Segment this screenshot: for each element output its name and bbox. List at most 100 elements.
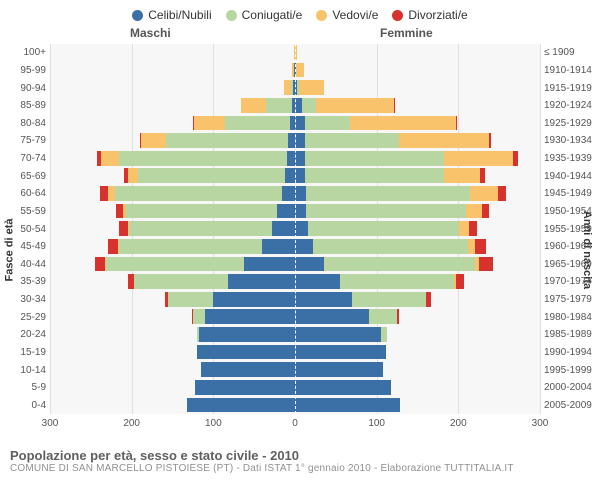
female-bar bbox=[295, 362, 540, 377]
age-row: 100+≤ 1909 bbox=[50, 44, 540, 62]
legend-label: Divorziati/e bbox=[408, 8, 467, 22]
bar-segment bbox=[119, 239, 262, 254]
bar-segment bbox=[101, 151, 119, 166]
bar-segment bbox=[299, 80, 324, 95]
bar-segment bbox=[482, 204, 489, 219]
bar-segment bbox=[340, 274, 454, 289]
female-bar bbox=[295, 309, 540, 324]
male-header: Maschi bbox=[130, 26, 171, 40]
bar-segment bbox=[306, 186, 469, 201]
x-tick-label: 0 bbox=[292, 418, 298, 429]
bar-segment bbox=[324, 257, 475, 272]
bar-segment bbox=[194, 116, 225, 131]
legend-item: Divorziati/e bbox=[392, 8, 467, 22]
bar-segment bbox=[295, 116, 305, 131]
birth-year-label: 1950-1954 bbox=[544, 206, 598, 217]
female-bar bbox=[295, 98, 540, 113]
bar-area bbox=[50, 344, 540, 362]
x-tick-label: 200 bbox=[123, 418, 140, 429]
bar-segment bbox=[285, 168, 295, 183]
bar-segment bbox=[295, 168, 305, 183]
bar-segment bbox=[295, 151, 305, 166]
bar-segment bbox=[295, 292, 352, 307]
bar-segment bbox=[475, 239, 486, 254]
legend-item: Vedovi/e bbox=[316, 8, 378, 22]
age-label: 30-34 bbox=[8, 294, 46, 305]
age-row: 75-791930-1934 bbox=[50, 132, 540, 150]
bar-segment bbox=[272, 221, 295, 236]
age-row: 55-591950-1954 bbox=[50, 203, 540, 221]
age-row: 45-491960-1964 bbox=[50, 238, 540, 256]
male-bar bbox=[50, 168, 295, 183]
bar-segment bbox=[444, 168, 481, 183]
gridline bbox=[540, 44, 541, 414]
birth-year-label: 1920-1924 bbox=[544, 100, 598, 111]
age-label: 70-74 bbox=[8, 153, 46, 164]
birth-year-label: 1925-1929 bbox=[544, 118, 598, 129]
bar-segment bbox=[295, 186, 306, 201]
female-header: Femmine bbox=[380, 26, 433, 40]
birth-year-label: 1910-1914 bbox=[544, 65, 598, 76]
birth-year-label: 1955-1959 bbox=[544, 224, 598, 235]
birth-year-label: 2005-2009 bbox=[544, 400, 598, 411]
bar-segment bbox=[426, 292, 431, 307]
bar-segment bbox=[295, 257, 324, 272]
bar-segment bbox=[399, 133, 489, 148]
bar-area bbox=[50, 62, 540, 80]
age-label: 5-9 bbox=[8, 382, 46, 393]
birth-year-label: 1945-1949 bbox=[544, 188, 598, 199]
bar-area bbox=[50, 256, 540, 274]
age-row: 95-991910-1914 bbox=[50, 62, 540, 80]
male-bar bbox=[50, 151, 295, 166]
bar-area bbox=[50, 97, 540, 115]
female-bar bbox=[295, 168, 540, 183]
age-label: 40-44 bbox=[8, 259, 46, 270]
female-bar bbox=[295, 327, 540, 342]
age-row: 80-841925-1929 bbox=[50, 115, 540, 133]
age-label: 60-64 bbox=[8, 188, 46, 199]
bar-segment bbox=[287, 151, 295, 166]
age-row: 5-92000-2004 bbox=[50, 379, 540, 397]
female-bar bbox=[295, 63, 540, 78]
female-bar bbox=[295, 80, 540, 95]
bar-segment bbox=[228, 274, 295, 289]
age-row: 15-191990-1994 bbox=[50, 344, 540, 362]
bar-segment bbox=[166, 133, 289, 148]
bar-segment bbox=[197, 345, 295, 360]
birth-year-label: 1960-1964 bbox=[544, 241, 598, 252]
bar-segment bbox=[498, 186, 506, 201]
male-bar bbox=[50, 380, 295, 395]
bar-segment bbox=[480, 168, 485, 183]
age-label: 75-79 bbox=[8, 135, 46, 146]
birth-year-label: 1935-1939 bbox=[544, 153, 598, 164]
age-row: 30-341975-1979 bbox=[50, 291, 540, 309]
bar-segment bbox=[305, 116, 350, 131]
bar-segment bbox=[456, 116, 458, 131]
age-row: 20-241985-1989 bbox=[50, 326, 540, 344]
bar-segment bbox=[138, 168, 285, 183]
female-bar bbox=[295, 204, 540, 219]
bar-segment bbox=[306, 204, 465, 219]
bar-segment bbox=[266, 98, 292, 113]
birth-year-label: 1940-1944 bbox=[544, 171, 598, 182]
birth-year-label: 1980-1984 bbox=[544, 312, 598, 323]
male-bar bbox=[50, 186, 295, 201]
male-bar bbox=[50, 309, 295, 324]
bar-segment bbox=[295, 380, 391, 395]
legend-swatch bbox=[226, 10, 237, 21]
x-tick-label: 200 bbox=[450, 418, 467, 429]
bar-segment bbox=[262, 239, 295, 254]
bar-segment bbox=[295, 345, 386, 360]
female-bar bbox=[295, 345, 540, 360]
bar-segment bbox=[119, 151, 286, 166]
female-bar bbox=[295, 274, 540, 289]
age-label: 45-49 bbox=[8, 241, 46, 252]
bar-area bbox=[50, 361, 540, 379]
female-bar bbox=[295, 292, 540, 307]
male-bar bbox=[50, 45, 295, 60]
bar-area bbox=[50, 220, 540, 238]
age-label: 15-19 bbox=[8, 347, 46, 358]
bar-segment bbox=[199, 327, 295, 342]
bar-segment bbox=[295, 362, 383, 377]
age-row: 50-541955-1959 bbox=[50, 220, 540, 238]
